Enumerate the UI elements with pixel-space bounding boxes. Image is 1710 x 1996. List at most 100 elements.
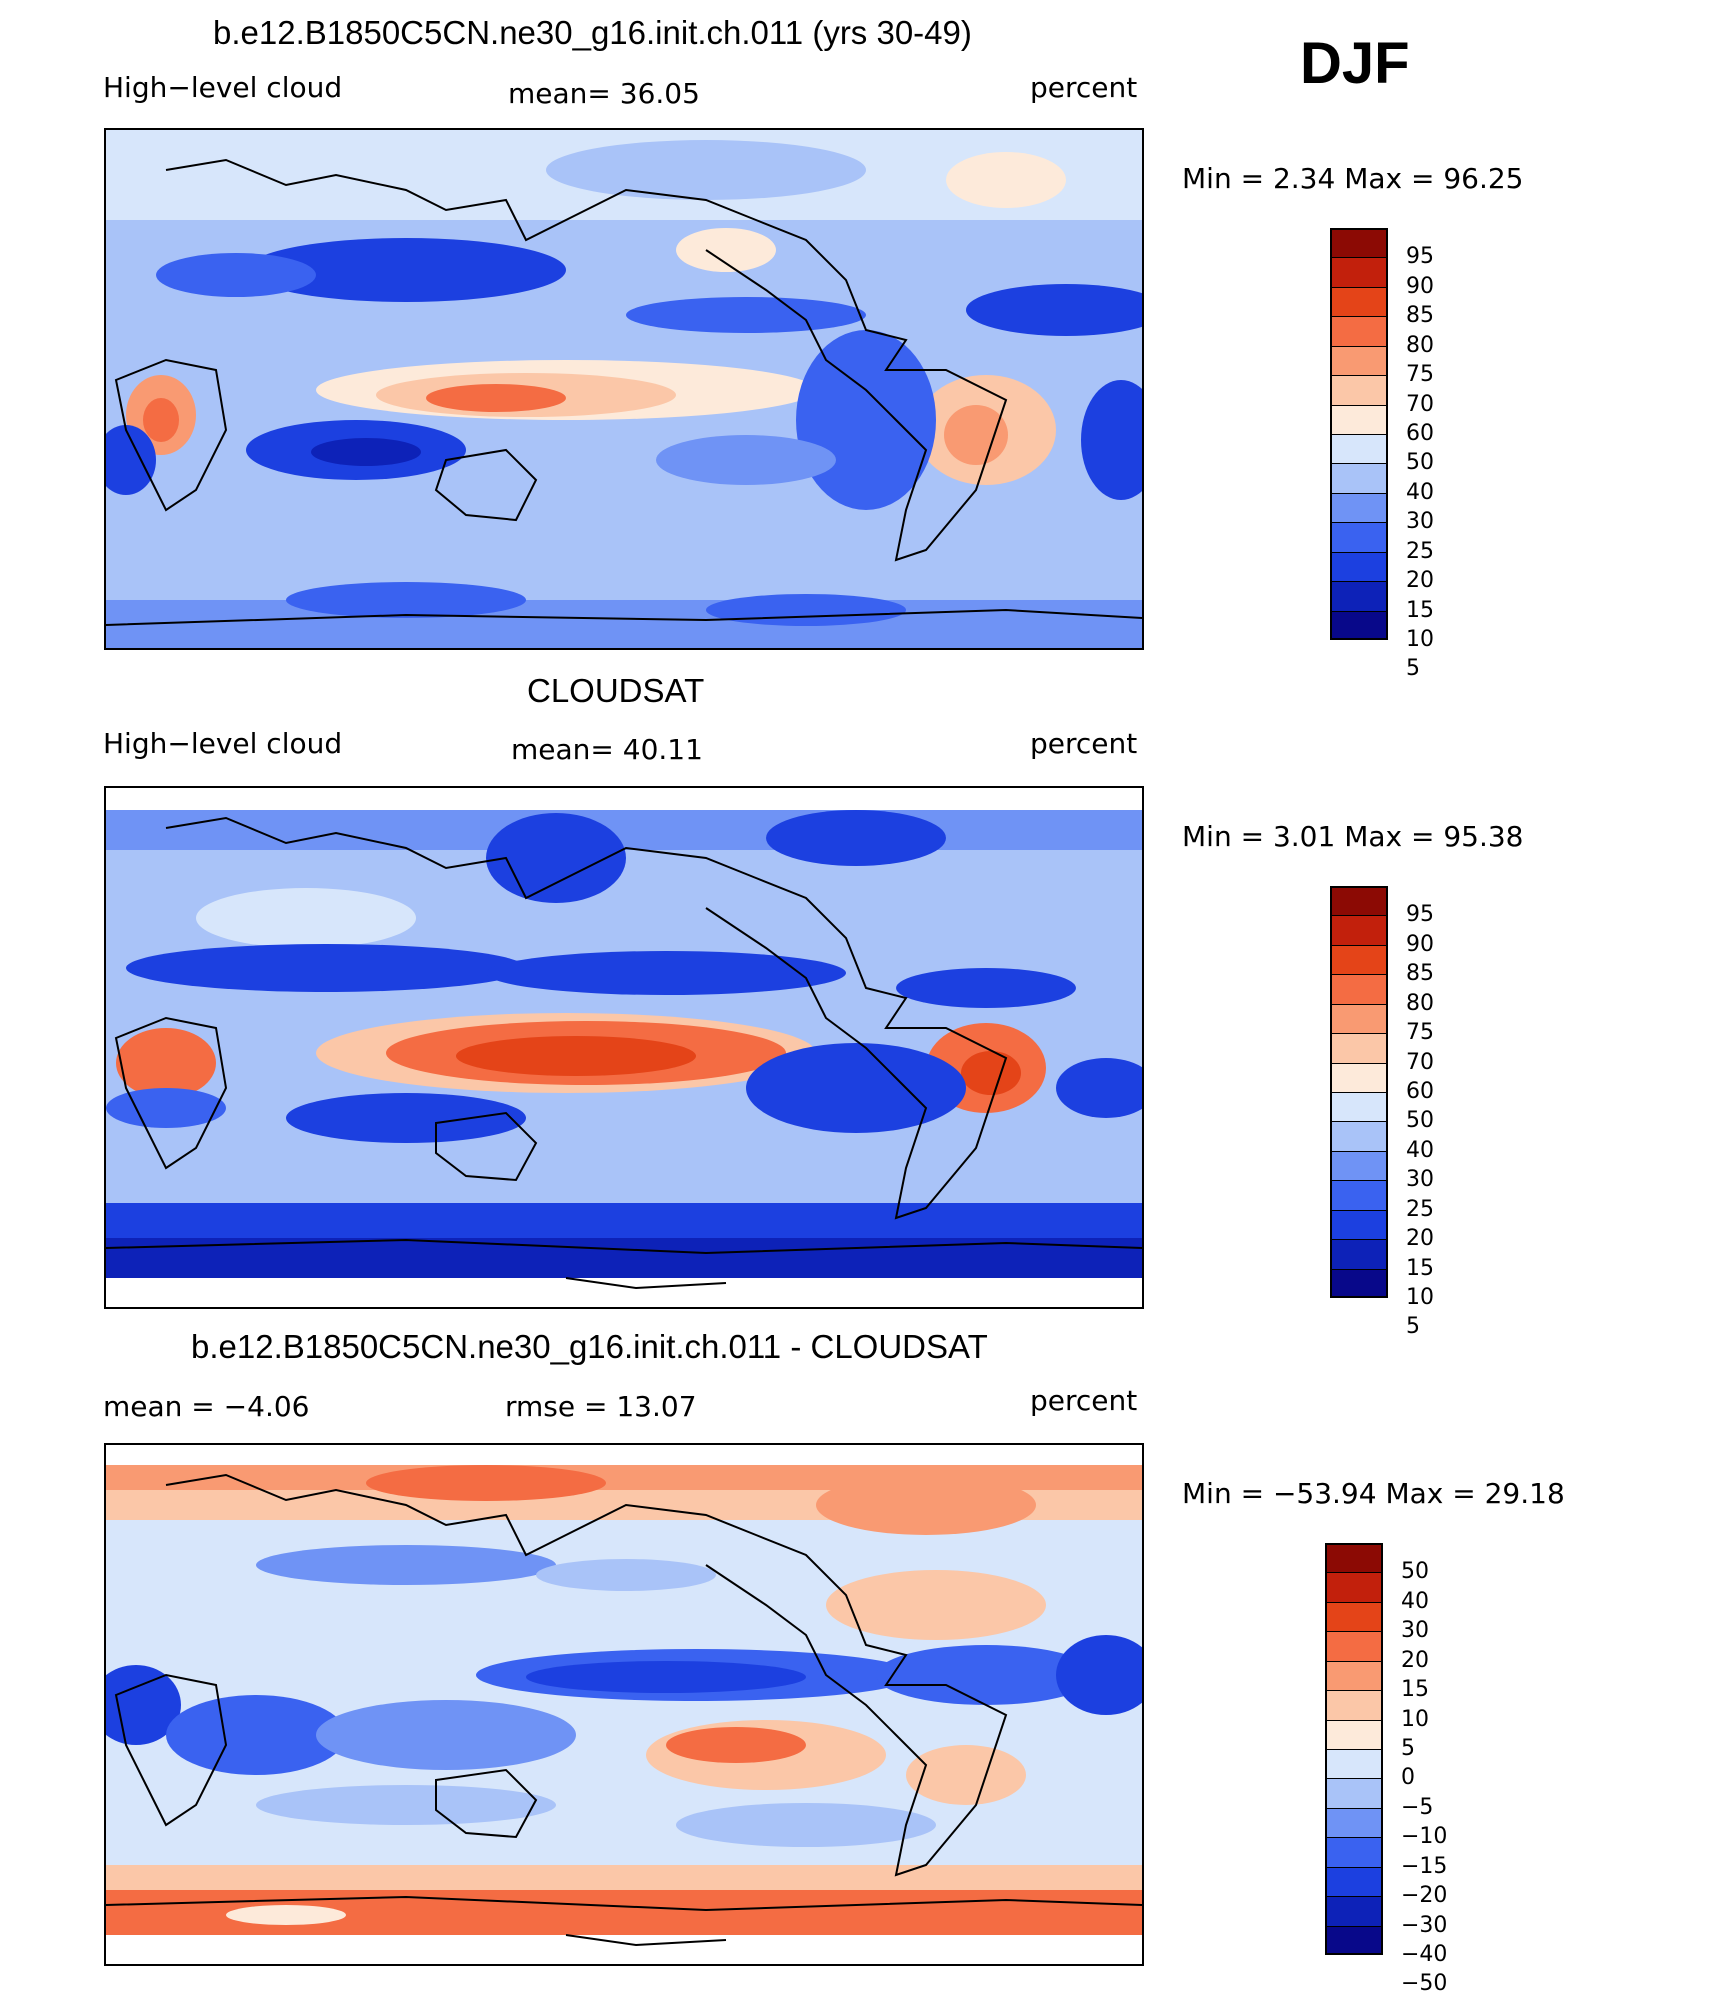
panel-2-variable-label: High−level cloud bbox=[103, 727, 343, 760]
panel-3-contour-field bbox=[106, 1445, 1142, 1964]
panel-1-contour-field bbox=[106, 130, 1142, 648]
panel-3-colorbar-tick-label: 40 bbox=[1401, 1588, 1429, 1614]
panel-3-colorbar-cell bbox=[1325, 1719, 1383, 1749]
panel-3-min-max: Min = −53.94 Max = 29.18 bbox=[1182, 1477, 1565, 1510]
panel-2-colorbar-cell bbox=[1330, 1092, 1388, 1122]
panel-2-colorbar-tick-label: 50 bbox=[1406, 1108, 1434, 1134]
panel-3-colorbar-tick-label: −10 bbox=[1401, 1824, 1448, 1850]
panel-3-title: b.e12.B1850C5CN.ne30_g16.init.ch.011 - C… bbox=[191, 1328, 988, 1365]
panel-2-colorbar-cell bbox=[1330, 944, 1388, 975]
panel-2-colorbar-cell bbox=[1330, 1121, 1388, 1151]
panel-2-colorbar-tick-label: 70 bbox=[1406, 1049, 1434, 1075]
panel-2-colorbar-tick-label: 25 bbox=[1406, 1196, 1434, 1222]
panel-3-colorbar-cell bbox=[1325, 1896, 1383, 1926]
panel-1-colorbar-tick-label: 15 bbox=[1406, 597, 1434, 623]
panel-2-colorbar-cell bbox=[1330, 1268, 1388, 1298]
panel-1-colorbar-tick-label: 50 bbox=[1406, 450, 1434, 476]
panel-2-colorbar-cell bbox=[1330, 1062, 1388, 1092]
panel-2-colorbar-cell bbox=[1330, 1209, 1388, 1240]
panel-3-colorbar-cell bbox=[1325, 1601, 1383, 1632]
panel-2-colorbar-tick-label: 30 bbox=[1406, 1167, 1434, 1193]
panel-2-colorbar-tick-label: 40 bbox=[1406, 1137, 1434, 1163]
panel-1-colorbar-cell bbox=[1330, 463, 1388, 493]
panel-1-colorbar-tick-label: 10 bbox=[1406, 627, 1434, 652]
panel-1-colorbar-cell bbox=[1330, 286, 1388, 317]
panel-1-map bbox=[104, 128, 1144, 650]
panel-3-colorbar-tick-label: 0 bbox=[1401, 1765, 1415, 1791]
panel-2-title: CLOUDSAT bbox=[527, 672, 705, 709]
panel-1-mean-label: mean= 36.05 bbox=[508, 77, 700, 110]
panel-3-colorbar-tick-label: 30 bbox=[1401, 1618, 1429, 1644]
panel-1-colorbar-tick-label: 30 bbox=[1406, 509, 1434, 535]
panel-2-colorbar-cell bbox=[1330, 1180, 1388, 1210]
panel-1-colorbar-cell bbox=[1330, 522, 1388, 552]
panel-1-colorbar-tick-label: 90 bbox=[1406, 273, 1434, 299]
panel-3-colorbar-tick-label: 15 bbox=[1401, 1677, 1429, 1703]
panel-2-colorbar-tick-label: 85 bbox=[1406, 961, 1434, 987]
panel-2-mean-label: mean= 40.11 bbox=[511, 733, 703, 766]
panel-3-mean-label: mean = −4.06 bbox=[103, 1390, 310, 1423]
panel-3-colorbar-cell bbox=[1325, 1925, 1383, 1955]
panel-1-variable-label: High−level cloud bbox=[103, 71, 343, 104]
panel-3-colorbar-tick-label: −40 bbox=[1401, 1942, 1448, 1967]
panel-3-colorbar-tick-label: −15 bbox=[1401, 1853, 1448, 1879]
panel-1-colorbar-cell bbox=[1330, 257, 1388, 287]
panel-2-min-max: Min = 3.01 Max = 95.38 bbox=[1182, 820, 1524, 853]
panel-1-units-label: percent bbox=[1030, 71, 1138, 104]
panel-3-colorbar-tick-label: 10 bbox=[1401, 1706, 1429, 1732]
panel-2-colorbar-cell bbox=[1330, 915, 1388, 945]
panel-2-colorbar-cell bbox=[1330, 886, 1388, 916]
panel-3-colorbar-cell bbox=[1325, 1837, 1383, 1867]
panel-1-colorbar-tick-label: 80 bbox=[1406, 332, 1434, 358]
panel-1-colorbar-tick-label: 40 bbox=[1406, 479, 1434, 505]
panel-1-colorbar-tick-label: 25 bbox=[1406, 538, 1434, 564]
panel-2-colorbar-tick-label: 95 bbox=[1406, 902, 1434, 928]
panel-2-colorbar-cell bbox=[1330, 1033, 1388, 1063]
panel-1-colorbar-cell bbox=[1330, 492, 1388, 523]
panel-1-colorbar-frame bbox=[1330, 228, 1388, 640]
panel-3-colorbar-cell bbox=[1325, 1749, 1383, 1779]
panel-1-colorbar-cell bbox=[1330, 345, 1388, 376]
panel-2-colorbar-tick-label: 75 bbox=[1406, 1020, 1434, 1046]
panel-1-colorbar-cell bbox=[1330, 375, 1388, 405]
panel-1-colorbar-cell bbox=[1330, 551, 1388, 582]
panel-1-colorbar-tick-label: 70 bbox=[1406, 391, 1434, 417]
panel-1-colorbar-tick-label: 75 bbox=[1406, 362, 1434, 388]
panel-1-colorbar-tick-label: 5 bbox=[1406, 656, 1420, 682]
panel-1-colorbar-cell bbox=[1330, 434, 1388, 464]
panel-2-colorbar-cell bbox=[1330, 1150, 1388, 1181]
panel-3-colorbar-tick-label: −5 bbox=[1401, 1794, 1434, 1820]
panel-2-colorbar-cell bbox=[1330, 1003, 1388, 1034]
panel-3-map bbox=[104, 1443, 1144, 1966]
panel-3-colorbar-tick-label: 50 bbox=[1401, 1559, 1429, 1585]
panel-2-map bbox=[104, 786, 1144, 1309]
panel-3-colorbar-tick-label: −30 bbox=[1401, 1912, 1448, 1938]
panel-2-colorbar-tick-label: 10 bbox=[1406, 1285, 1434, 1310]
panel-1-colorbar-cell bbox=[1330, 316, 1388, 346]
panel-2-colorbar-tick-label: 90 bbox=[1406, 931, 1434, 957]
panel-3-colorbar-tick-label: 20 bbox=[1401, 1647, 1429, 1673]
panel-2-colorbar-tick-label: 5 bbox=[1406, 1314, 1420, 1340]
panel-2-colorbar-frame bbox=[1330, 886, 1388, 1298]
panel-2-colorbar-tick-label: 60 bbox=[1406, 1079, 1434, 1104]
panel-2-contour-field bbox=[106, 788, 1142, 1307]
panel-3-colorbar-cell bbox=[1325, 1690, 1383, 1720]
panel-3-colorbar-cell bbox=[1325, 1778, 1383, 1808]
panel-1-min-max: Min = 2.34 Max = 96.25 bbox=[1182, 162, 1524, 195]
panel-3-colorbar-frame bbox=[1325, 1543, 1383, 1955]
panel-3-rmse-label: rmse = 13.07 bbox=[505, 1390, 697, 1423]
panel-3-colorbar-cell bbox=[1325, 1807, 1383, 1838]
panel-1-colorbar-tick-label: 95 bbox=[1406, 244, 1434, 270]
panel-2-colorbar-tick-label: 80 bbox=[1406, 990, 1434, 1016]
panel-3-colorbar-tick-label: 5 bbox=[1401, 1736, 1415, 1761]
panel-3-colorbar-tick-label: −20 bbox=[1401, 1883, 1448, 1909]
season-label: DJF bbox=[1300, 31, 1410, 96]
panel-3-units-label: percent bbox=[1030, 1384, 1138, 1417]
panel-2-units-label: percent bbox=[1030, 727, 1138, 760]
panel-3-colorbar-cell bbox=[1325, 1631, 1383, 1661]
panel-1-colorbar-cell bbox=[1330, 581, 1388, 611]
panel-1-colorbar-cell bbox=[1330, 404, 1388, 434]
panel-3-colorbar-cell bbox=[1325, 1866, 1383, 1897]
panel-1-colorbar-tick-label: 85 bbox=[1406, 303, 1434, 329]
panel-3-colorbar-cell bbox=[1325, 1660, 1383, 1691]
